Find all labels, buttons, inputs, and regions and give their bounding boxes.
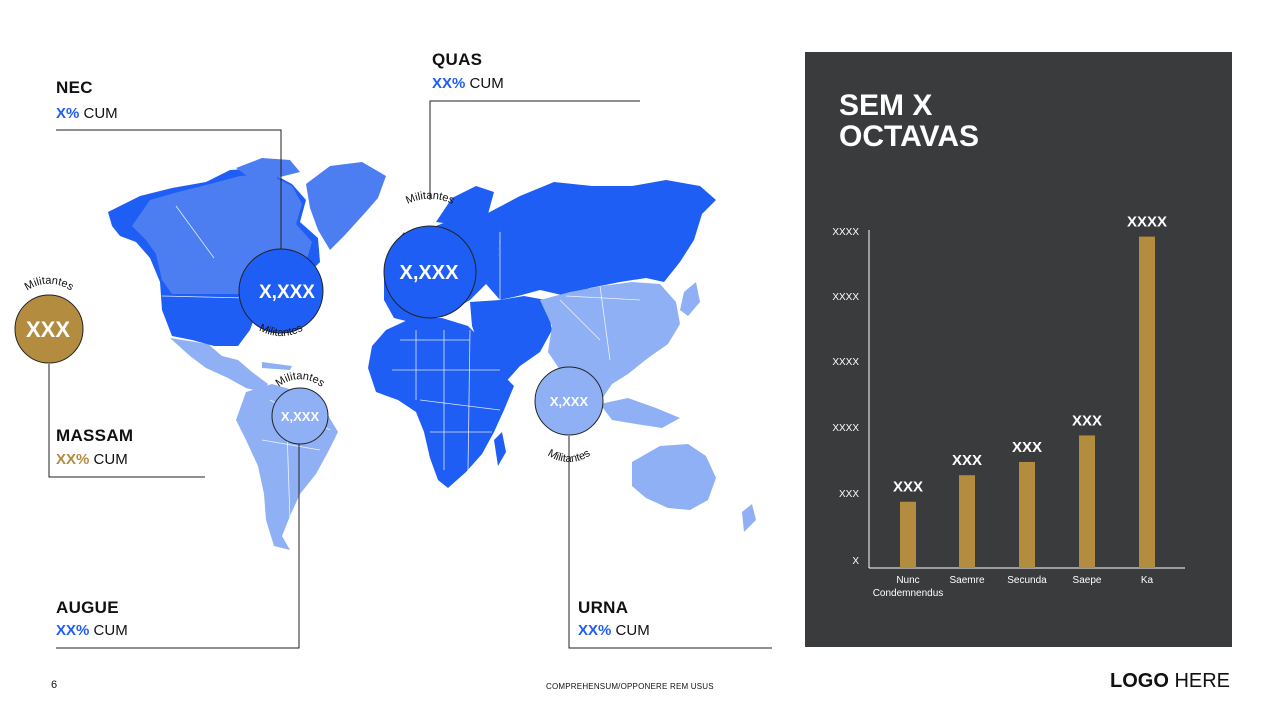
bubble-south-america-value: X,XXX	[281, 409, 320, 424]
bar	[900, 501, 916, 568]
bubble-north-america-value: X,XXX	[259, 282, 315, 303]
logo-bold: LOGO	[1110, 670, 1169, 692]
map-caribbean	[262, 362, 292, 370]
region-augue-pct: XX%	[56, 622, 90, 639]
page-number: 6	[51, 679, 58, 691]
footer-text: COMPREHENSUM/OPPONERE REM USUS	[546, 682, 714, 691]
y-tick-label: XXX	[839, 489, 859, 500]
bubble-asia-value: X,XXX	[550, 394, 589, 409]
map-scandinavia	[436, 186, 494, 226]
map-east-asia	[540, 282, 680, 402]
y-tick-label: XXXX	[832, 292, 859, 303]
region-quas-unit: CUM	[469, 75, 504, 92]
map-se-asia	[600, 398, 680, 428]
bubble-gold[interactable]: XXX Militantes	[14, 275, 84, 364]
region-quas-stat: XX% CUM	[432, 75, 504, 92]
bubble-gold-value: XXX	[26, 317, 70, 342]
panel-title: SEM X OCTAVAS	[839, 90, 1139, 152]
bubbles-layer: X,XXX Militantes X,XXX Militantes XXX Mi…	[14, 190, 604, 465]
bubble-north-america[interactable]: X,XXX Militantes	[238, 248, 324, 339]
region-urna-pct: XX%	[578, 622, 612, 639]
bar-data-label: XXX	[893, 479, 923, 496]
bubble-asia[interactable]: X,XXX Militantes	[534, 366, 604, 465]
x-tick-label: Condemnendus	[873, 588, 944, 599]
y-tick-label: XXXX	[832, 227, 859, 238]
bar-data-label: XXX	[952, 452, 982, 469]
svg-text:Militantes: Militantes	[546, 447, 593, 465]
map-japan	[680, 282, 700, 316]
logo: LOGO HERE	[1110, 670, 1230, 693]
region-massam-title: MASSAM	[56, 426, 134, 445]
logo-normal: HERE	[1174, 670, 1231, 692]
y-tick-label: XXXX	[832, 357, 859, 368]
y-tick-label: X	[852, 556, 859, 567]
region-nec-unit: CUM	[83, 105, 118, 122]
bubble-europe-value: X,XXX	[400, 262, 460, 284]
region-nec-title: NEC	[56, 78, 93, 97]
svg-text:Militantes: Militantes	[404, 190, 456, 207]
y-tick-label: XXXX	[832, 423, 859, 434]
bubble-asia-caption: Militantes	[546, 447, 593, 465]
map-greenland	[306, 162, 386, 250]
region-quas-title: QUAS	[432, 50, 483, 69]
bar-chart: XXXXXXXXXXXXXXXXXXXXXXXNuncCondemnendusX…	[832, 214, 1185, 599]
panel-title-line2: OCTAVAS	[839, 120, 979, 153]
region-massam-pct: XX%	[56, 451, 90, 468]
region-augue-title: AUGUE	[56, 598, 119, 617]
bar	[1139, 236, 1155, 569]
region-massam-unit: CUM	[93, 451, 128, 468]
region-massam-stat: XX% CUM	[56, 451, 128, 468]
chart-panel: SEM X OCTAVAS X XXX XXXX XXXX XXXX XXXX XXX Nun…	[805, 52, 1232, 647]
bubble-north-america-caption: Militantes	[257, 322, 305, 339]
region-nec-pct: X%	[56, 105, 80, 122]
x-tick-label: Saemre	[949, 575, 984, 586]
callout-lines	[48, 100, 772, 649]
region-augue-unit: CUM	[93, 622, 128, 639]
map-madagascar	[494, 432, 506, 466]
bubble-south-america-caption: Militantes	[274, 370, 328, 390]
bar	[1079, 435, 1095, 568]
panel-title-line1: SEM X	[839, 89, 933, 122]
bar-data-label: XXX	[1072, 412, 1102, 429]
map-russia	[486, 180, 716, 300]
bar	[1019, 461, 1035, 568]
x-tick-label: Ka	[1141, 575, 1154, 586]
map-new-zealand	[742, 504, 756, 532]
bar	[959, 475, 975, 568]
bar-data-label: XXXX	[1127, 214, 1167, 231]
x-tick-label: Secunda	[1007, 575, 1047, 586]
bubble-europe-caption: Militantes	[404, 190, 456, 207]
bubble-gold-caption: Militantes	[23, 275, 76, 294]
map-mexico-central-america	[170, 338, 268, 392]
region-nec-stat: X% CUM	[56, 105, 118, 122]
region-quas-pct: XX%	[432, 75, 466, 92]
svg-text:Militantes: Militantes	[257, 322, 305, 339]
region-urna-unit: CUM	[615, 622, 650, 639]
map-borders	[161, 205, 641, 521]
map-australia	[632, 444, 716, 510]
region-urna-title: URNA	[578, 598, 629, 617]
x-tick-label: Nunc	[896, 575, 919, 586]
bubble-south-america[interactable]: X,XXX Militantes	[271, 370, 329, 445]
map-arctic-islands	[236, 158, 300, 178]
region-urna-stat: XX% CUM	[578, 622, 650, 639]
svg-text:Militantes: Militantes	[274, 370, 328, 390]
bubble-europe[interactable]: X,XXX Militantes	[383, 190, 477, 319]
svg-text:Militantes: Militantes	[23, 275, 76, 294]
x-tick-label: Saepe	[1073, 575, 1102, 586]
region-augue-stat: XX% CUM	[56, 622, 128, 639]
bar-data-label: XXX	[1012, 439, 1042, 456]
